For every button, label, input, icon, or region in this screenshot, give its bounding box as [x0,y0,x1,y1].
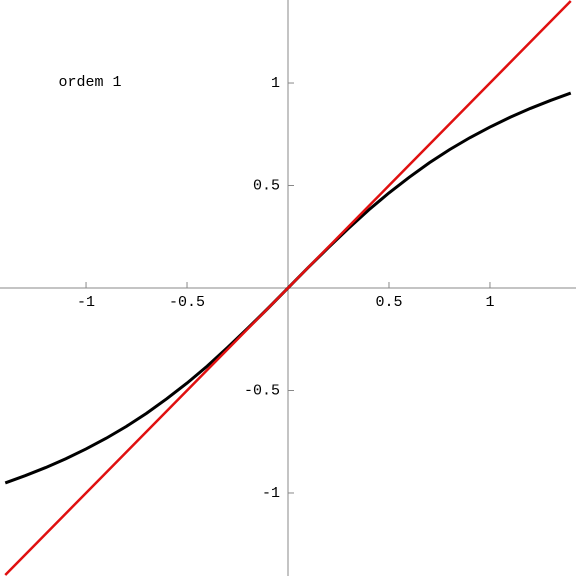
y-tick-label: -0.5 [244,382,280,399]
x-tick-label: -1 [77,294,95,311]
x-tick-label: -0.5 [169,294,205,311]
annotation: ordem 1 [58,74,121,91]
series-line [4,0,572,576]
y-tick-label: 0.5 [253,177,280,194]
x-tick-label: 1 [485,294,494,311]
x-tick-label: 0.5 [375,294,402,311]
y-tick-label: 1 [271,75,280,92]
y-tick-label: -1 [262,485,280,502]
